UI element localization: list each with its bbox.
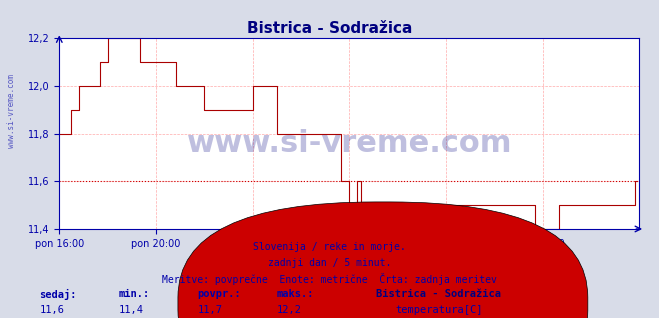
Text: maks.:: maks.: [277, 289, 314, 299]
Text: 11,4: 11,4 [119, 305, 144, 315]
Text: povpr.:: povpr.: [198, 289, 241, 299]
Text: 11,7: 11,7 [198, 305, 223, 315]
Text: sedaj:: sedaj: [40, 289, 77, 301]
Text: Bistrica - Sodražica: Bistrica - Sodražica [247, 21, 412, 36]
Text: 11,6: 11,6 [40, 305, 65, 315]
Text: min.:: min.: [119, 289, 150, 299]
Text: Slovenija / reke in morje.: Slovenija / reke in morje. [253, 242, 406, 252]
Text: Bistrica - Sodražica: Bistrica - Sodražica [376, 289, 501, 299]
Text: Meritve: povprečne  Enote: metrične  Črta: zadnja meritev: Meritve: povprečne Enote: metrične Črta:… [162, 273, 497, 286]
Text: zadnji dan / 5 minut.: zadnji dan / 5 minut. [268, 258, 391, 267]
Text: temperatura[C]: temperatura[C] [395, 305, 483, 315]
Text: www.si-vreme.com: www.si-vreme.com [186, 128, 512, 158]
Text: 12,2: 12,2 [277, 305, 302, 315]
Text: www.si-vreme.com: www.si-vreme.com [7, 74, 16, 148]
